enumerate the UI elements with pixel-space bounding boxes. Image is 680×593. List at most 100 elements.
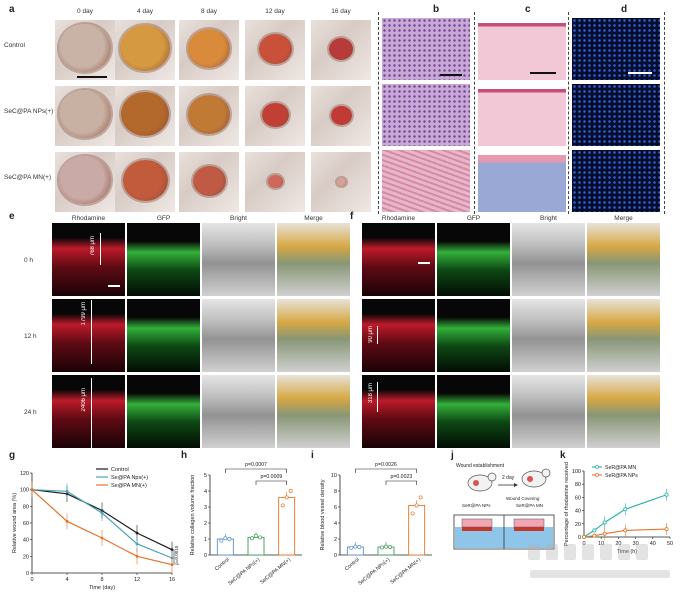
channel-label: Merge bbox=[614, 215, 633, 222]
x-axis-label: Time (day) bbox=[89, 585, 115, 591]
image-texture bbox=[362, 299, 435, 372]
depth-label: 1799 μm bbox=[81, 302, 87, 326]
data-point bbox=[30, 488, 34, 492]
wound-photo bbox=[311, 152, 371, 212]
image-texture bbox=[362, 375, 435, 448]
y-axis-label: Relative collagen volume fraction bbox=[190, 475, 196, 556]
x-tick-label: 50 bbox=[667, 541, 673, 547]
j-wound-covering-label: Wound Covering bbox=[506, 496, 540, 501]
depth-line bbox=[91, 300, 92, 364]
day-label: 8 day bbox=[201, 8, 217, 15]
image-texture bbox=[202, 299, 275, 372]
y-tick-label: 80 bbox=[575, 482, 581, 488]
data-point bbox=[219, 538, 224, 543]
depth-line bbox=[91, 378, 92, 448]
data-point bbox=[353, 544, 358, 549]
fluorescence-image bbox=[587, 223, 660, 296]
mouse-icon-2 bbox=[521, 468, 551, 488]
divider-line bbox=[568, 12, 569, 214]
data-point bbox=[280, 503, 285, 508]
panel-label-c: c bbox=[525, 4, 531, 15]
wound-photo bbox=[179, 152, 239, 212]
divider-line bbox=[474, 12, 475, 214]
day-label: 16 day bbox=[331, 8, 351, 15]
data-point bbox=[135, 531, 139, 535]
wound-area bbox=[330, 105, 352, 125]
image-texture bbox=[512, 299, 585, 372]
data-point bbox=[414, 503, 419, 508]
data-point bbox=[623, 507, 628, 512]
x-tick-label: 12 bbox=[134, 577, 140, 583]
fluorescence-image bbox=[127, 299, 200, 372]
data-point bbox=[135, 554, 139, 558]
significance-bracket bbox=[385, 480, 417, 485]
histology-image bbox=[572, 84, 660, 146]
day-label: 0 day bbox=[77, 8, 93, 15]
image-texture bbox=[127, 299, 200, 372]
depth-line bbox=[377, 382, 378, 412]
channel-label: GFP bbox=[156, 215, 171, 222]
image-texture bbox=[587, 299, 660, 372]
image-texture bbox=[512, 223, 585, 296]
image-texture bbox=[277, 223, 350, 296]
panel-label-g: g bbox=[9, 450, 16, 461]
time-label: 24 h bbox=[24, 409, 37, 416]
data-point bbox=[258, 535, 262, 540]
y-tick-label: 2 bbox=[334, 537, 337, 543]
y-tick-label: 20 bbox=[575, 522, 581, 528]
wound-area bbox=[192, 165, 226, 196]
image-texture bbox=[52, 299, 125, 372]
fluorescence-image bbox=[362, 299, 435, 372]
day-label: 4 day bbox=[137, 8, 153, 15]
channel-label: Merge bbox=[304, 215, 323, 222]
wound-photo bbox=[245, 20, 305, 80]
wound-photo bbox=[115, 152, 175, 212]
data-point bbox=[384, 544, 388, 549]
x-tick-label: 20 bbox=[615, 541, 621, 547]
wound-area bbox=[188, 95, 230, 134]
category-label: SeC@PA MN(+) bbox=[389, 557, 422, 586]
p-value-label: p=0.0007 bbox=[245, 462, 267, 468]
group-label: Control bbox=[4, 42, 25, 49]
category-label: Control bbox=[214, 557, 231, 572]
image-texture bbox=[52, 375, 125, 448]
j-wound-establishment-label: Wound establishment bbox=[456, 463, 505, 469]
image-texture bbox=[202, 375, 275, 448]
data-point bbox=[100, 536, 104, 540]
divider-line bbox=[664, 12, 665, 214]
panel-label-i: i bbox=[311, 450, 314, 461]
depth-line bbox=[377, 326, 378, 344]
group-label: SeC@PA NPs(+) bbox=[4, 108, 54, 115]
wound-area bbox=[336, 177, 346, 186]
image-texture bbox=[362, 223, 435, 296]
x-tick-label: 40 bbox=[650, 541, 656, 547]
y-tick-label: 10 bbox=[331, 473, 337, 479]
y-tick-label: 4 bbox=[334, 521, 337, 527]
legend-label: SeR@PA MN bbox=[605, 465, 636, 471]
image-texture bbox=[587, 375, 660, 448]
image-texture bbox=[437, 375, 510, 448]
panel-label-h: h bbox=[181, 450, 188, 461]
scale-bar bbox=[628, 72, 652, 74]
legend-label: SeR@PA NPs bbox=[605, 473, 638, 479]
data-point bbox=[170, 563, 174, 567]
wound-area bbox=[121, 92, 169, 137]
watermark-logo bbox=[528, 544, 670, 578]
scale-bar bbox=[77, 76, 107, 78]
panel-label-k: k bbox=[560, 450, 566, 461]
image-texture bbox=[512, 375, 585, 448]
data-point bbox=[250, 536, 254, 541]
histology-image bbox=[382, 84, 470, 146]
fluorescence-image bbox=[127, 375, 200, 448]
panel-label-d: d bbox=[621, 4, 628, 15]
y-tick-label: 100 bbox=[572, 469, 581, 475]
y-tick-label: 3 bbox=[204, 505, 207, 511]
j-ser-mn-label: SeR@PA MN bbox=[516, 503, 543, 508]
channel-label: Rhodamine bbox=[381, 215, 416, 222]
image-texture bbox=[127, 375, 200, 448]
data-point bbox=[65, 519, 69, 523]
histology-image bbox=[478, 150, 566, 212]
image-texture bbox=[52, 223, 125, 296]
data-point bbox=[288, 489, 293, 493]
wound-photo bbox=[245, 86, 305, 146]
